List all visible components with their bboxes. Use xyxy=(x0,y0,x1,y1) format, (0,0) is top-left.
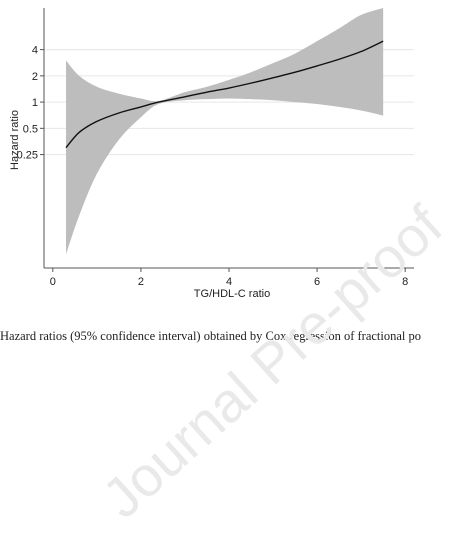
y-tick-label: 2 xyxy=(32,71,38,83)
x-tick-label: 6 xyxy=(314,276,320,288)
x-tick-label: 0 xyxy=(50,276,56,288)
y-tick-label: 1 xyxy=(32,97,38,109)
y-tick-label: 0.25 xyxy=(17,150,38,162)
ticks-layer: 0.25 0.5 1 2 4 0 2 4 6 8 xyxy=(17,45,409,288)
y-tick-label: 4 xyxy=(32,45,38,57)
y-axis-label: Hazard ratio xyxy=(9,110,21,170)
x-tick-label: 4 xyxy=(226,276,232,288)
x-tick-label: 2 xyxy=(138,276,144,288)
x-tick-label: 8 xyxy=(402,276,408,288)
hazard-ratio-chart: 0.25 0.5 1 2 4 0 2 4 6 8 TG/HDL-C ratio Hazard ra… xyxy=(9,8,414,300)
y-tick-label: 0.5 xyxy=(23,123,38,135)
x-axis-label: TG/HDL-C ratio xyxy=(194,288,270,300)
figure-caption: Hazard ratios (95% confidence interval) … xyxy=(0,329,422,343)
hazard-ratio-line xyxy=(65,40,384,149)
confidence-interval-band xyxy=(66,8,384,255)
